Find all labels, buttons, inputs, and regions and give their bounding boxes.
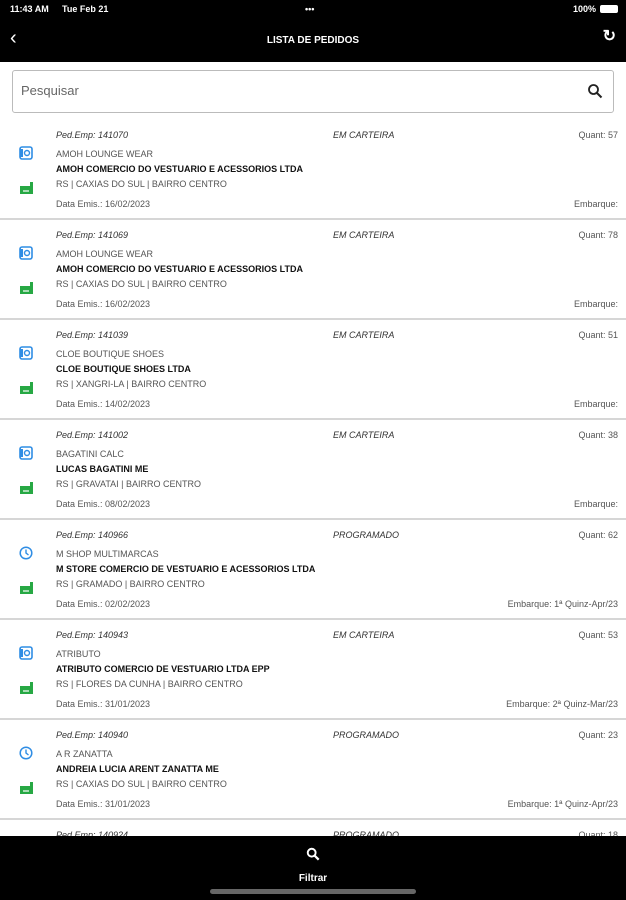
order-quantity: Quant: 23 xyxy=(578,730,618,740)
status-date: Tue Feb 21 xyxy=(62,4,109,14)
company-name: AMOH COMERCIO DO VESTUARIO E ACESSORIOS … xyxy=(56,164,304,174)
issue-date: Data Emis.: 02/02/2023 xyxy=(56,599,151,609)
order-quantity: Quant: 57 xyxy=(578,130,618,140)
orders-list[interactable]: Ped.Emp: 141070 EM CARTEIRA Quant: 57 AM… xyxy=(0,120,626,836)
order-row[interactable]: Ped.Emp: 141039 EM CARTEIRA Quant: 51 CL… xyxy=(0,320,626,420)
customer-name: M SHOP MULTIMARCAS xyxy=(56,549,159,559)
issue-date: Data Emis.: 16/02/2023 xyxy=(56,199,151,209)
order-quantity: Quant: 78 xyxy=(578,230,618,240)
page-title: LISTA DE PEDIDOS xyxy=(266,35,360,46)
customer-location: RS | CAXIAS DO SUL | BAIRRO CENTRO xyxy=(56,179,227,189)
order-status: PROGRAMADO xyxy=(333,830,400,836)
order-row[interactable]: Ped.Emp: 141069 EM CARTEIRA Quant: 78 AM… xyxy=(0,220,626,320)
issue-date: Data Emis.: 16/02/2023 xyxy=(56,299,151,309)
shipment: Embarque: 1ª Quinz-Apr/23 xyxy=(507,599,618,609)
order-row[interactable]: Ped.Emp: 141002 EM CARTEIRA Quant: 38 BA… xyxy=(0,420,626,520)
status-time: 11:43 AM xyxy=(10,4,49,14)
company-name: AMOH COMERCIO DO VESTUARIO E ACESSORIOS … xyxy=(56,264,304,274)
order-status: EM CARTEIRA xyxy=(333,630,395,640)
clipboard-icon xyxy=(19,146,33,160)
issue-date: Data Emis.: 14/02/2023 xyxy=(56,399,151,409)
customer-location: RS | CAXIAS DO SUL | BAIRRO CENTRO xyxy=(56,279,227,289)
factory-icon xyxy=(20,682,33,694)
customer-location: RS | CAXIAS DO SUL | BAIRRO CENTRO xyxy=(56,779,227,789)
clipboard-icon xyxy=(19,446,33,460)
factory-icon xyxy=(20,782,33,794)
back-button[interactable]: ‹ xyxy=(10,27,17,49)
order-row[interactable]: Ped.Emp: 140924 PROGRAMADO Quant: 18 xyxy=(0,820,626,836)
order-number: Ped.Emp: 141070 xyxy=(56,130,129,140)
customer-location: RS | GRAMADO | BAIRRO CENTRO xyxy=(56,579,205,589)
company-name: LUCAS BAGATINI ME xyxy=(56,464,149,474)
home-indicator xyxy=(210,889,416,894)
order-number: Ped.Emp: 140966 xyxy=(56,530,129,540)
shipment: Embarque: xyxy=(573,399,618,409)
shipment: Embarque: 1ª Quinz-Apr/23 xyxy=(507,799,618,809)
order-row[interactable]: Ped.Emp: 141070 EM CARTEIRA Quant: 57 AM… xyxy=(0,120,626,220)
clipboard-icon xyxy=(19,646,33,660)
search-input[interactable] xyxy=(21,83,561,98)
factory-icon xyxy=(20,582,33,594)
company-name: CLOE BOUTIQUE SHOES LTDA xyxy=(56,364,191,374)
factory-icon xyxy=(20,282,33,294)
shipment: Embarque: xyxy=(573,199,618,209)
clipboard-icon xyxy=(19,346,33,360)
order-number: Ped.Emp: 140924 xyxy=(56,830,129,836)
shipment: Embarque: xyxy=(573,299,618,309)
issue-date: Data Emis.: 31/01/2023 xyxy=(56,799,151,809)
order-quantity: Quant: 38 xyxy=(578,430,618,440)
shipment: Embarque: 2ª Quinz-Mar/23 xyxy=(506,699,618,709)
order-status: EM CARTEIRA xyxy=(333,330,395,340)
search-icon[interactable] xyxy=(587,83,603,99)
customer-name: A R ZANATTA xyxy=(56,749,113,759)
battery-icon xyxy=(600,5,618,13)
order-quantity: Quant: 51 xyxy=(578,330,618,340)
order-quantity: Quant: 53 xyxy=(578,630,618,640)
customer-name: AMOH LOUNGE WEAR xyxy=(56,249,154,259)
search-icon xyxy=(306,847,320,861)
order-status: EM CARTEIRA xyxy=(333,430,395,440)
factory-icon xyxy=(20,382,33,394)
bottom-bar: Filtrar xyxy=(0,836,626,900)
customer-name: CLOE BOUTIQUE SHOES xyxy=(56,349,165,359)
order-status: EM CARTEIRA xyxy=(333,230,395,240)
order-status: EM CARTEIRA xyxy=(333,130,395,140)
order-row[interactable]: Ped.Emp: 140943 EM CARTEIRA Quant: 53 AT… xyxy=(0,620,626,720)
customer-name: ATRIBUTO xyxy=(56,649,101,659)
issue-date: Data Emis.: 31/01/2023 xyxy=(56,699,151,709)
customer-name: AMOH LOUNGE WEAR xyxy=(56,149,154,159)
battery-level: 100% xyxy=(572,4,596,14)
order-status: PROGRAMADO xyxy=(333,730,400,740)
customer-name: BAGATINI CALC xyxy=(56,449,124,459)
filter-label: Filtrar xyxy=(298,873,328,884)
customer-location: RS | GRAVATAI | BAIRRO CENTRO xyxy=(56,479,202,489)
company-name: ATRIBUTO COMERCIO DE VESTUARIO LTDA EPP xyxy=(56,664,270,674)
order-number: Ped.Emp: 141069 xyxy=(56,230,129,240)
company-name: ANDREIA LUCIA ARENT ZANATTA ME xyxy=(56,764,219,774)
order-number: Ped.Emp: 141039 xyxy=(56,330,129,340)
clipboard-icon xyxy=(19,246,33,260)
customer-location: RS | XANGRI-LA | BAIRRO CENTRO xyxy=(56,379,207,389)
order-status: PROGRAMADO xyxy=(333,530,400,540)
order-quantity: Quant: 62 xyxy=(578,530,618,540)
factory-icon xyxy=(20,482,33,494)
top-bar: 11:43 AM Tue Feb 21 ••• 100% ‹ LISTA DE … xyxy=(0,0,626,62)
company-name: M STORE COMERCIO DE VESTUARIO E ACESSORI… xyxy=(56,564,316,574)
order-number: Ped.Emp: 141002 xyxy=(56,430,129,440)
order-number: Ped.Emp: 140943 xyxy=(56,630,129,640)
clock-icon xyxy=(19,746,33,760)
shipment: Embarque: xyxy=(573,499,618,509)
search-box xyxy=(12,70,614,113)
customer-location: RS | FLORES DA CUNHA | BAIRRO CENTRO xyxy=(56,679,243,689)
issue-date: Data Emis.: 08/02/2023 xyxy=(56,499,151,509)
clock-icon xyxy=(19,546,33,560)
order-row[interactable]: Ped.Emp: 140966 PROGRAMADO Quant: 62 M S… xyxy=(0,520,626,620)
multitask-dots-icon: ••• xyxy=(305,4,315,14)
factory-icon xyxy=(20,182,33,194)
order-row[interactable]: Ped.Emp: 140940 PROGRAMADO Quant: 23 A R… xyxy=(0,720,626,820)
order-quantity: Quant: 18 xyxy=(578,830,618,836)
order-number: Ped.Emp: 140940 xyxy=(56,730,129,740)
refresh-button[interactable]: ↻ xyxy=(602,28,616,45)
